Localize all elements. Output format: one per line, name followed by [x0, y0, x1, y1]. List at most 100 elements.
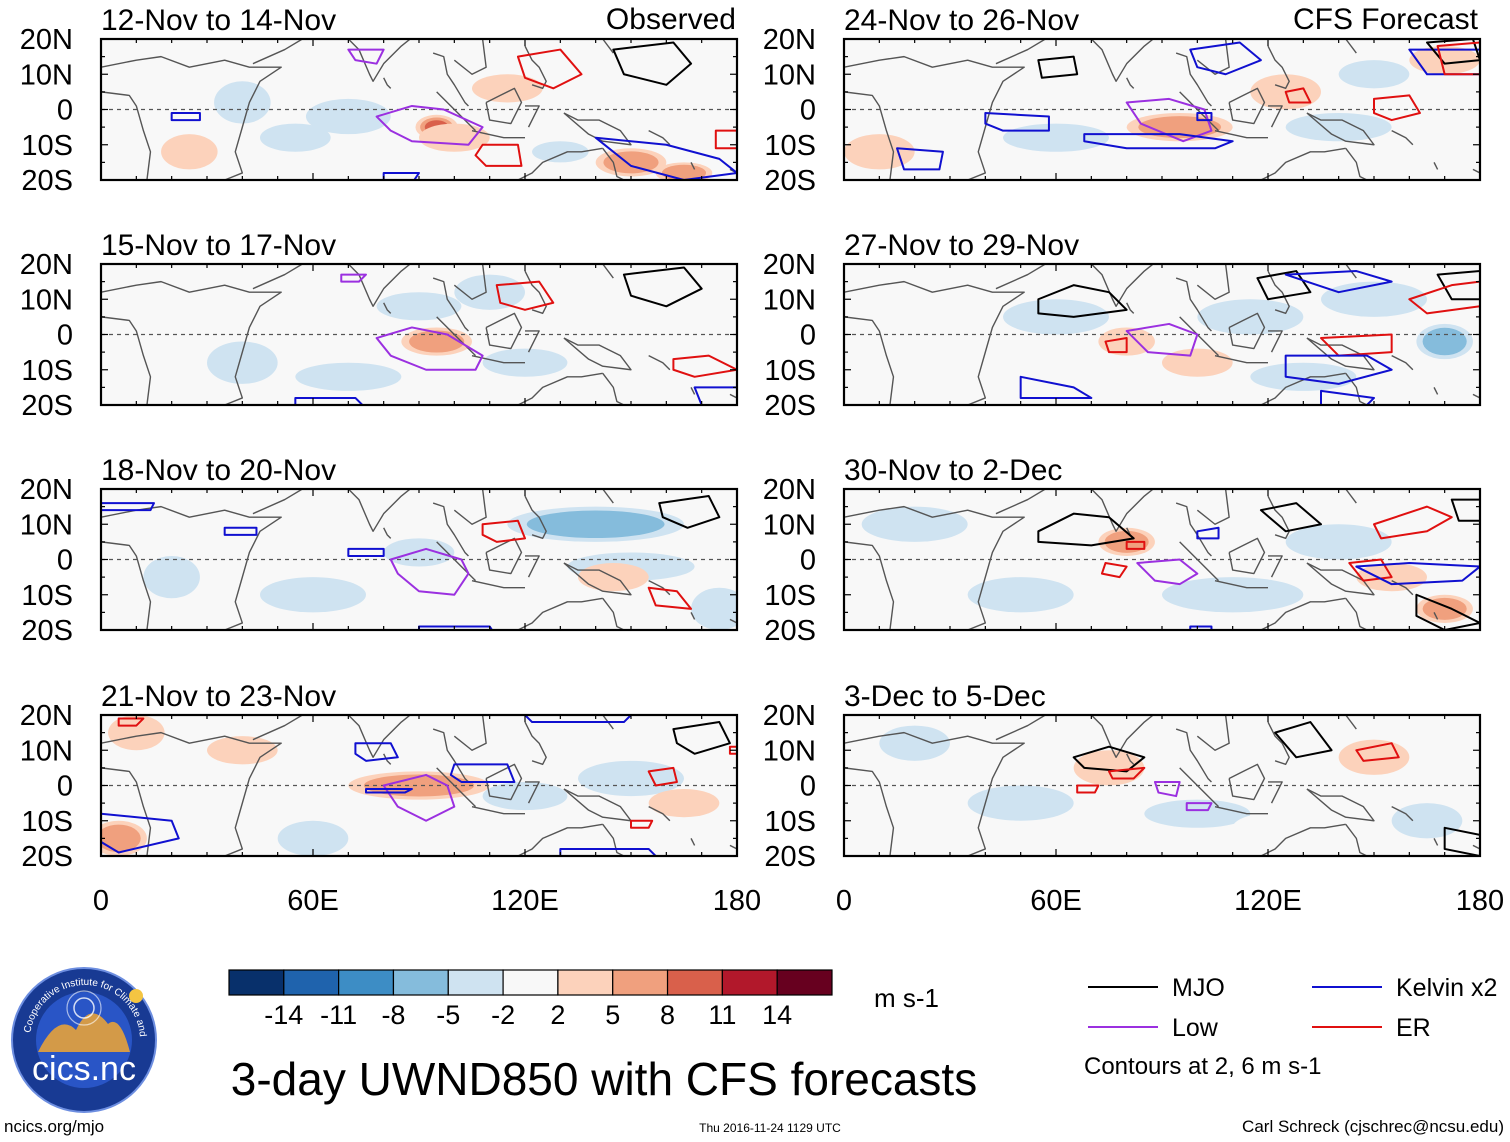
y-tick-label: 10N [20, 284, 73, 316]
anomaly-shade [1409, 46, 1480, 75]
anomaly-shade [482, 781, 568, 811]
coastline [1179, 767, 1220, 808]
legend-label-er: ER [1396, 1014, 1431, 1042]
contour-er [481, 519, 526, 543]
coastline [252, 264, 303, 290]
contour-kelvin [1189, 41, 1262, 76]
legend-label-kelvin: Kelvin x2 [1396, 974, 1497, 1002]
coastline [729, 618, 737, 624]
footer-url[interactable]: ncics.org/mjo [4, 1117, 104, 1136]
anomaly-shade [1338, 60, 1410, 89]
x-tick-label: 60E [287, 885, 339, 917]
coastline [485, 312, 523, 350]
y-tick-label: 10S [21, 580, 73, 612]
coastline [101, 541, 152, 630]
coastline [563, 562, 632, 596]
coastline [347, 715, 412, 758]
coastline [347, 489, 412, 532]
anomaly-shade [879, 725, 951, 761]
coastline [101, 505, 282, 630]
coastline [471, 579, 525, 589]
anomaly-shade [277, 820, 349, 856]
coastline [1345, 715, 1357, 730]
colorbar-swatch [338, 969, 395, 996]
contour-kelvin [693, 386, 737, 405]
contour-kelvin [347, 547, 385, 557]
observed-label: Observed [606, 3, 736, 36]
coastline [485, 87, 523, 125]
coastline [602, 489, 614, 504]
contour-er [728, 745, 737, 755]
contour-er [1100, 562, 1128, 579]
anomaly-shade [1003, 123, 1109, 152]
footer-timestamp: Thu 2016-11-24 1129 UTC [699, 1121, 841, 1135]
contour-mjo [672, 721, 731, 755]
contour-kelvin [594, 136, 737, 180]
coastline [602, 372, 625, 405]
coastline [1090, 264, 1155, 307]
contour-mjo [1037, 284, 1128, 318]
coastline [101, 91, 152, 180]
coastline [1175, 728, 1212, 783]
coastline [471, 805, 525, 815]
contour-er [1436, 41, 1480, 76]
coastline [1306, 788, 1375, 822]
coastline [471, 129, 525, 139]
colorbar-swatch [776, 969, 833, 996]
coastline [1126, 77, 1135, 89]
y-tick-label: 0 [57, 320, 73, 352]
anomaly-shade [1338, 739, 1410, 775]
colorbar-label: -5 [436, 1000, 460, 1030]
anomaly-shade [526, 510, 665, 538]
contour-kelvin [1320, 389, 1375, 405]
coastline [844, 767, 895, 856]
anomaly-shade [1391, 803, 1463, 839]
coastline [844, 505, 1025, 630]
coastline [101, 280, 282, 405]
contour-mjo [1415, 593, 1480, 630]
panel-title: 21-Nov to 23-Nov [101, 680, 336, 713]
coastline [690, 838, 696, 846]
coastline [101, 767, 152, 856]
y-tick-label: 10N [20, 509, 73, 541]
anomaly-shade [1138, 116, 1222, 139]
coastline [1268, 555, 1283, 578]
anomaly-shade [305, 98, 391, 135]
coastline [383, 527, 392, 539]
contour-mjo [1443, 826, 1480, 856]
contour-low [1185, 802, 1213, 812]
coastline [1228, 87, 1266, 125]
y-tick-label: 10S [21, 806, 73, 838]
coastline [1179, 91, 1220, 132]
coastline [1196, 264, 1230, 300]
coastline [1345, 823, 1368, 856]
forecast-label: CFS Forecast [1293, 3, 1479, 36]
coastline [1433, 162, 1439, 170]
contour-mjo [1256, 270, 1312, 301]
coastline [252, 489, 303, 515]
colorbar-swatch [283, 969, 340, 996]
y-tick-label: 20S [21, 165, 73, 197]
anomaly-shade [214, 81, 271, 124]
anomaly-shade [1003, 299, 1109, 335]
y-tick-label: 10S [764, 355, 816, 387]
contour-kelvin [170, 112, 201, 122]
anomaly-shade [376, 292, 462, 321]
coastline [995, 264, 1046, 290]
coastline [347, 264, 412, 307]
coastline [1433, 838, 1439, 846]
coastline [602, 264, 614, 279]
contour-er [1373, 94, 1421, 122]
coastline [690, 162, 696, 170]
coastline [1391, 130, 1414, 146]
contour-er [1373, 505, 1453, 540]
coastline [525, 781, 540, 804]
coastline [101, 731, 282, 856]
contour-mjo [1037, 55, 1079, 79]
contour-low [382, 773, 456, 822]
coastline [563, 337, 632, 371]
anomaly-shade [260, 577, 366, 613]
colorbar-swatch [392, 969, 449, 996]
coastline [995, 39, 1046, 65]
